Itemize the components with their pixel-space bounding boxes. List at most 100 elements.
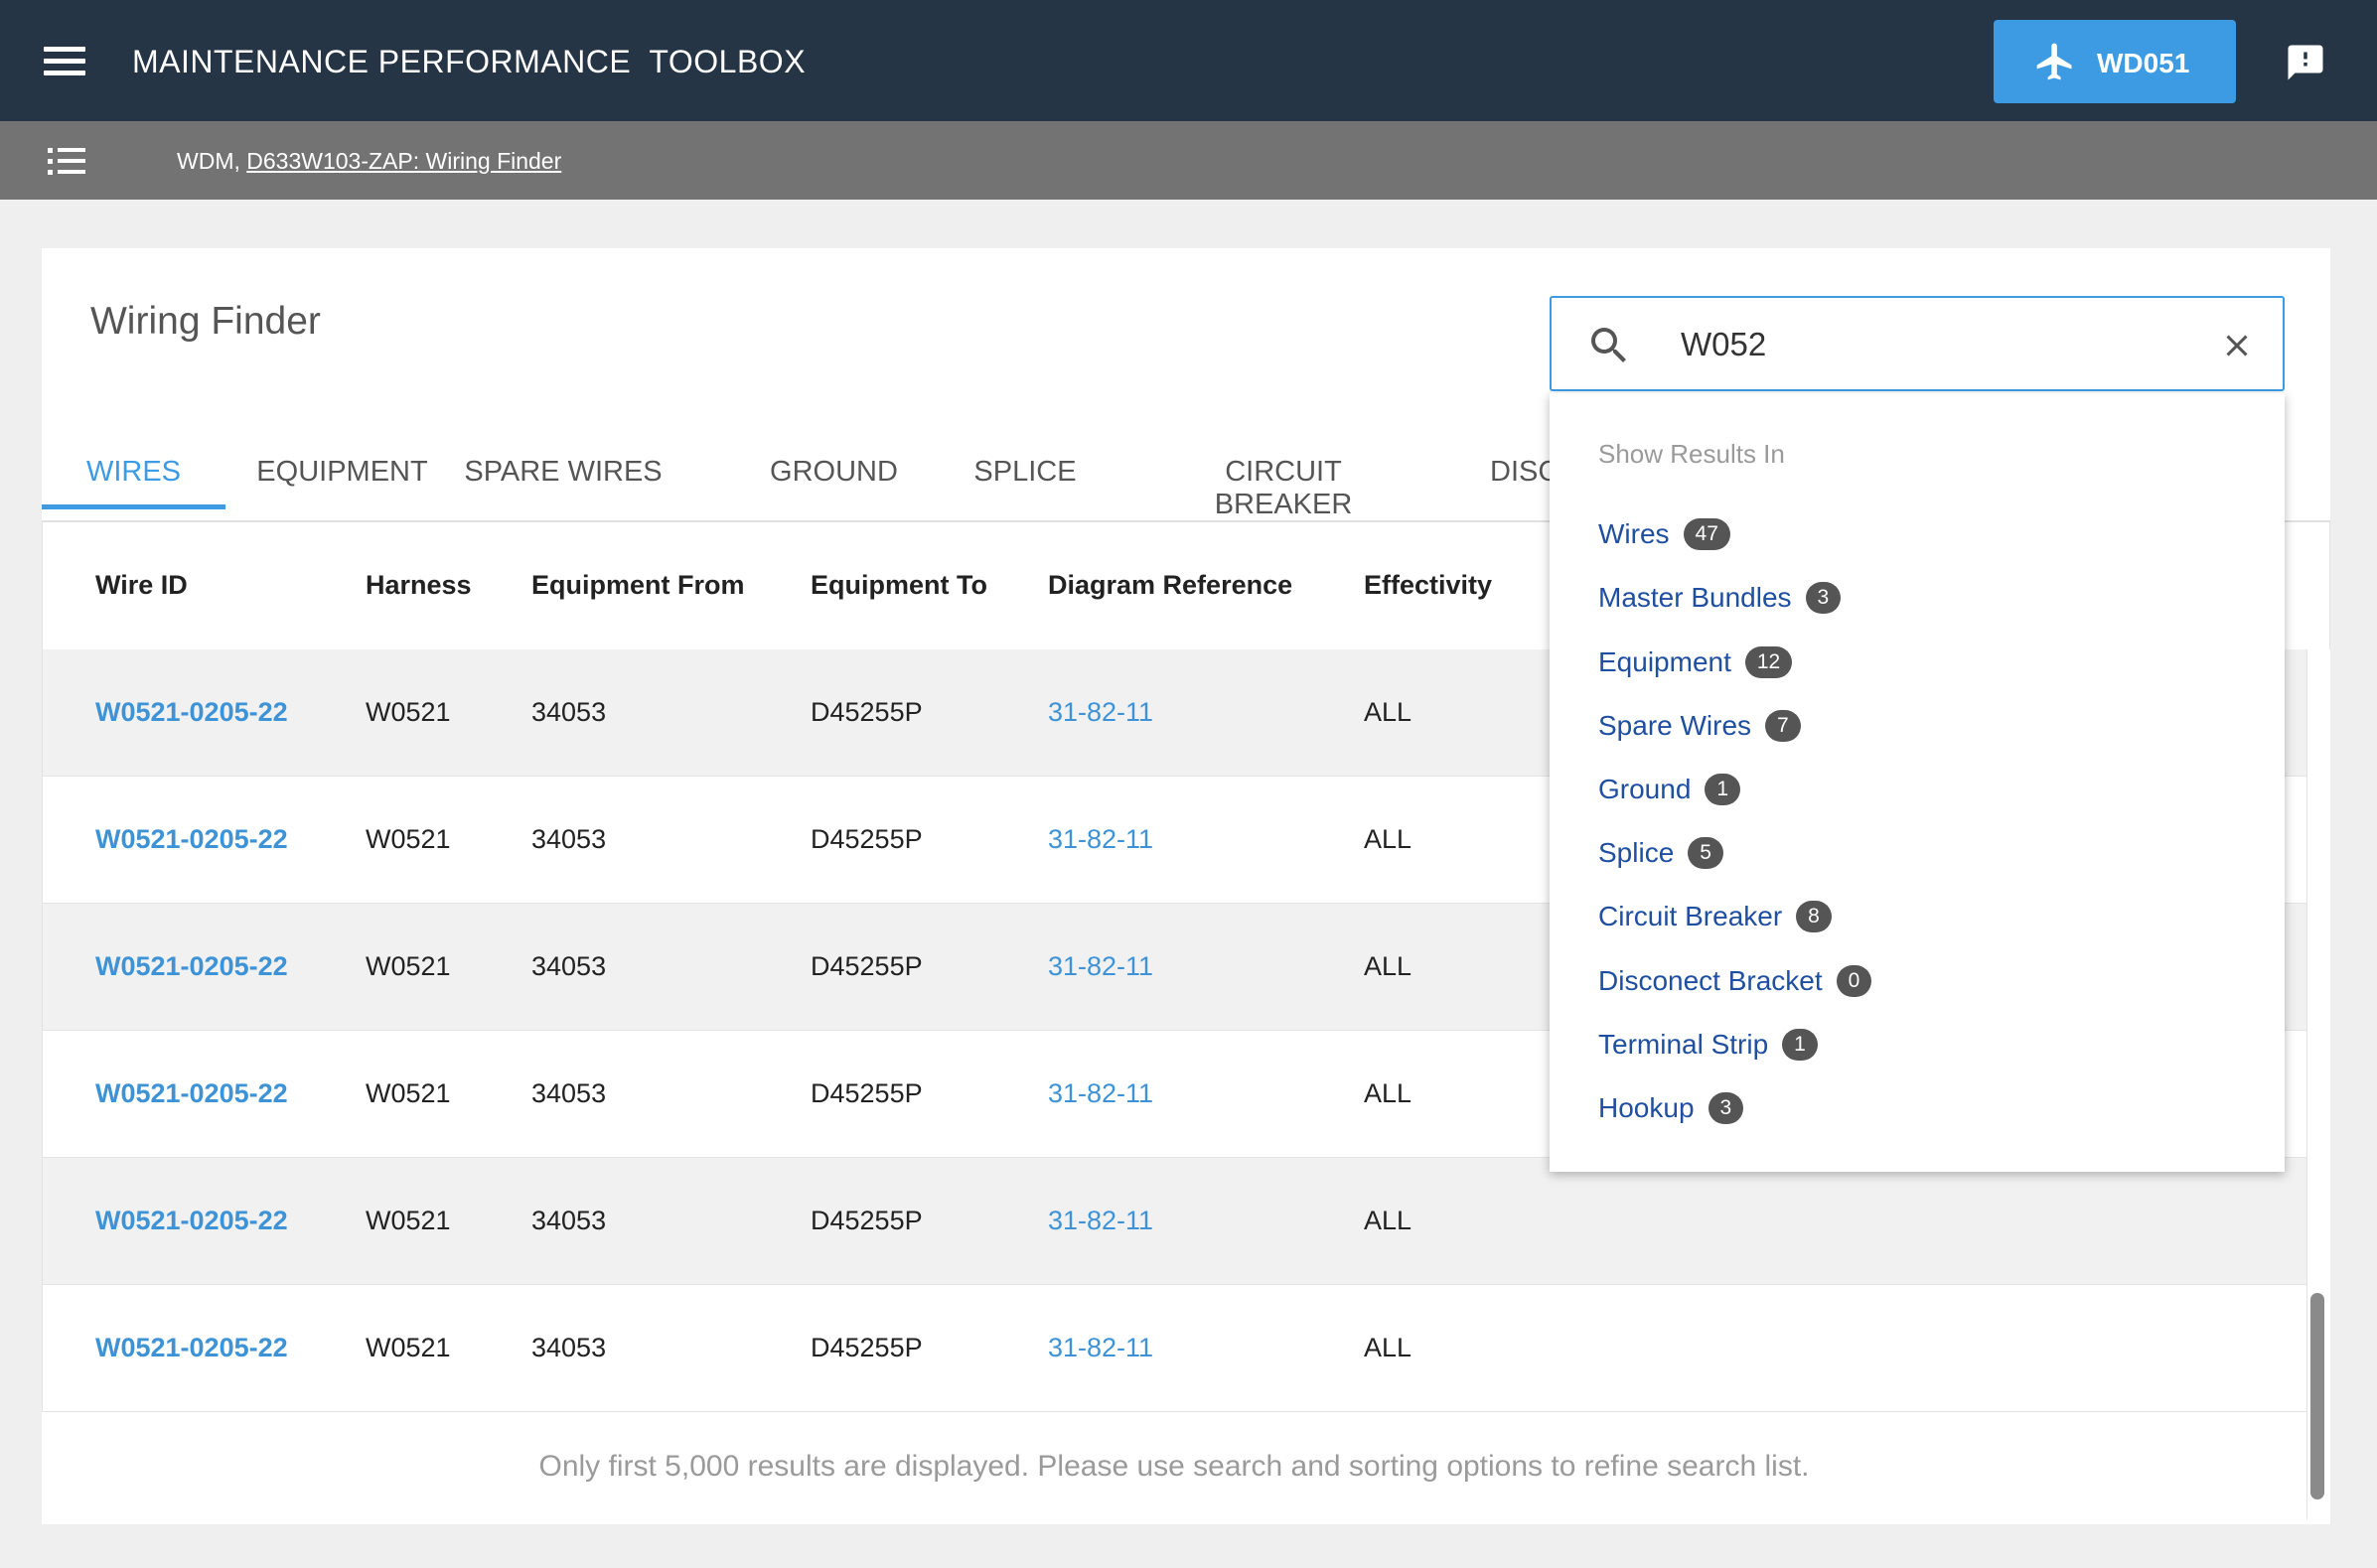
tab-ground[interactable]: GROUND [770,456,898,488]
table-row[interactable]: W0521-0205-22 W0521 34053 D45255P 31-82-… [42,1285,2306,1412]
tab-splice[interactable]: SPLICE [973,456,1077,488]
effectivity-cell: ALL [1364,824,1412,854]
harness-cell: W0521 [366,1206,451,1235]
equipment-to-cell: D45255P [811,824,923,854]
wire-id-link[interactable]: W0521-0205-22 [95,1078,288,1108]
hamburger-menu-icon[interactable] [44,47,85,76]
top-app-bar: MAINTENANCE PERFORMANCE TOOLBOX WD051 [0,0,2377,121]
tab-equipment[interactable]: EQUIPMENT [256,456,428,488]
result-category-spare-wires[interactable]: Spare Wires 7 [1598,704,1801,748]
feedback-alert-icon[interactable] [2285,42,2326,83]
diagram-reference-link[interactable]: 31-82-11 [1048,951,1154,981]
result-category-label: Hookup [1598,1092,1695,1123]
result-category-terminal-strip[interactable]: Terminal Strip 1 [1598,1023,1818,1067]
effectivity-cell: ALL [1364,1078,1412,1108]
breadcrumb-bar: WDM, D633W103-ZAP: Wiring Finder [0,121,2377,200]
wire-id-link[interactable]: W0521-0205-22 [95,697,288,727]
tab-spare-wires[interactable]: SPARE WIRES [464,456,663,488]
aircraft-selector-button[interactable]: WD051 [1994,20,2236,103]
result-count-badge: 12 [1744,646,1793,678]
breadcrumb-link[interactable]: D633W103-ZAP: Wiring Finder [246,148,562,174]
diagram-reference-link[interactable]: 31-82-11 [1048,1333,1154,1362]
diagram-reference-link[interactable]: 31-82-11 [1048,1206,1154,1235]
result-category-label: Equipment [1598,646,1731,677]
result-count-badge: 8 [1796,901,1832,932]
harness-cell: W0521 [366,951,451,981]
wire-id-link[interactable]: W0521-0205-22 [95,824,288,854]
search-field[interactable] [1550,296,2285,391]
result-count-badge: 47 [1683,518,1730,550]
breadcrumb-prefix: WDM, [177,148,240,174]
column-header-wire-id[interactable]: Wire ID [95,570,188,600]
result-category-label: Disconect Bracket [1598,965,1823,996]
equipment-from-cell: 34053 [531,1206,607,1235]
result-count-badge: 1 [1705,774,1741,805]
result-category-label: Ground [1598,774,1692,804]
result-category-label: Master Bundles [1598,582,1792,613]
result-count-badge: 7 [1765,710,1801,742]
wire-id-link[interactable]: W0521-0205-22 [95,1206,288,1235]
tab-bar: WIRES EQUIPMENT SPARE WIRES GROUND SPLIC… [42,434,1559,520]
column-header-diagram-reference[interactable]: Diagram Reference [1048,570,1293,600]
equipment-from-cell: 34053 [531,951,607,981]
tab-wires[interactable]: WIRES [42,434,225,509]
column-header-equipment-to[interactable]: Equipment To [811,570,987,600]
airplane-icon [2036,43,2072,80]
search-icon [1591,328,1626,362]
result-count-badge: 3 [1708,1092,1744,1124]
column-header-harness[interactable]: Harness [366,570,472,600]
result-count-badge: 5 [1688,837,1723,869]
equipment-from-cell: 34053 [531,1078,607,1108]
column-header-equipment-from[interactable]: Equipment From [531,570,745,600]
equipment-to-cell: D45255P [811,697,923,727]
result-category-circuit-breaker[interactable]: Circuit Breaker 8 [1598,895,1832,938]
harness-cell: W0521 [366,697,451,727]
equipment-to-cell: D45255P [811,1206,923,1235]
dropdown-heading: Show Results In [1598,439,1785,469]
result-category-hookup[interactable]: Hookup 3 [1598,1086,1744,1130]
result-category-wires[interactable]: Wires 47 [1598,512,1730,556]
result-category-disconnect-bracket[interactable]: Disconect Bracket 0 [1598,959,1872,1003]
result-category-label: Circuit Breaker [1598,901,1783,931]
result-category-label: Spare Wires [1598,710,1752,741]
result-category-label: Terminal Strip [1598,1029,1769,1060]
column-header-effectivity[interactable]: Effectivity [1364,570,1493,600]
aircraft-label: WD051 [2097,48,2190,78]
scrollbar-thumb[interactable] [2310,1293,2324,1499]
page-title: Wiring Finder [90,300,321,343]
effectivity-cell: ALL [1364,1333,1412,1362]
effectivity-cell: ALL [1364,697,1412,727]
result-category-master-bundles[interactable]: Master Bundles 3 [1598,576,1842,620]
result-count-badge: 0 [1836,965,1872,997]
diagram-reference-link[interactable]: 31-82-11 [1048,824,1154,854]
breadcrumb: WDM, D633W103-ZAP: Wiring Finder [177,148,561,175]
result-count-badge: 1 [1782,1029,1818,1061]
wire-id-link[interactable]: W0521-0205-22 [95,1333,288,1362]
tab-disconnect[interactable]: DISC [1490,456,1560,488]
harness-cell: W0521 [366,1078,451,1108]
equipment-to-cell: D45255P [811,1078,923,1108]
search-results-dropdown: Show Results In Wires 47 Master Bundles … [1550,393,2285,1172]
close-icon[interactable] [2219,328,2255,363]
harness-cell: W0521 [366,824,451,854]
equipment-from-cell: 34053 [531,697,607,727]
effectivity-cell: ALL [1364,1206,1412,1235]
result-category-label: Wires [1598,518,1670,549]
table-row[interactable]: W0521-0205-22 W0521 34053 D45255P 31-82-… [42,1158,2306,1285]
diagram-reference-link[interactable]: 31-82-11 [1048,697,1154,727]
equipment-to-cell: D45255P [811,951,923,981]
result-category-splice[interactable]: Splice 5 [1598,831,1723,875]
wire-id-link[interactable]: W0521-0205-22 [95,951,288,981]
equipment-from-cell: 34053 [531,824,607,854]
harness-cell: W0521 [366,1333,451,1362]
tab-circuit-breaker[interactable]: CIRCUIT BREAKER [1214,456,1353,520]
result-category-label: Splice [1598,837,1675,868]
diagram-reference-link[interactable]: 31-82-11 [1048,1078,1154,1108]
app-title: MAINTENANCE PERFORMANCE TOOLBOX [132,44,807,79]
tab-divider [42,520,2330,522]
list-icon[interactable] [48,145,85,177]
result-category-ground[interactable]: Ground 1 [1598,768,1741,811]
result-category-equipment[interactable]: Equipment 12 [1598,641,1793,684]
result-count-badge: 3 [1805,582,1842,614]
search-input[interactable] [1681,318,2157,371]
